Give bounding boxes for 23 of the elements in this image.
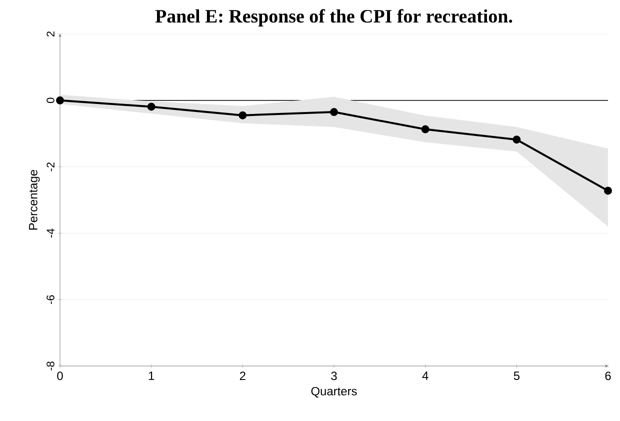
point	[421, 125, 430, 134]
point	[330, 108, 338, 116]
x-tick-label: 2	[240, 372, 246, 380]
x-axis-title: Quarters	[311, 386, 357, 398]
point	[147, 102, 156, 111]
x-tick-label: 6	[605, 372, 611, 380]
y-tick-label: -2	[46, 162, 54, 172]
y-tick-label: -8	[46, 362, 54, 370]
point	[56, 96, 64, 104]
x-tick-label: 1	[148, 372, 154, 380]
x-tick-label: 4	[422, 372, 428, 380]
y-tick-label: 2	[46, 32, 54, 37]
point	[512, 136, 521, 144]
y-axis-title: Percentage	[29, 170, 40, 230]
chart-title: Panel E: Response of the CPI for recreation.	[155, 9, 512, 27]
y-tick-label: -6	[46, 295, 54, 304]
x-tick-label: 5	[514, 372, 520, 380]
x-tick-label: 0	[57, 372, 63, 380]
y-tick-label: -4	[46, 228, 54, 238]
x-tick-label: 3	[331, 372, 337, 380]
point	[238, 111, 247, 120]
y-tick-label: 0	[46, 98, 54, 104]
point	[604, 186, 612, 195]
